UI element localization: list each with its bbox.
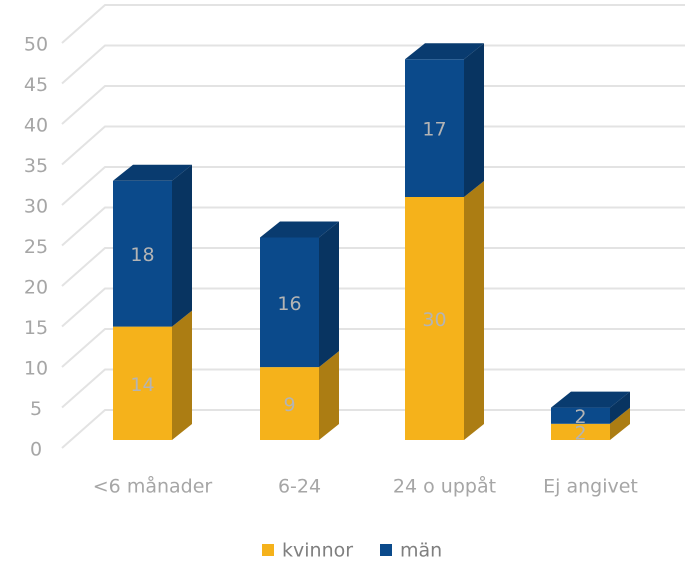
- y-tick-label: 45: [24, 74, 48, 96]
- y-tick-label: 30: [24, 196, 48, 218]
- value-label: 16: [277, 293, 301, 315]
- bar: [405, 197, 464, 440]
- grid-line: [61, 247, 685, 287]
- grid-line: [61, 125, 685, 166]
- bar-side: [319, 351, 339, 440]
- grid-line: [61, 368, 685, 409]
- value-label: 30: [422, 309, 446, 331]
- bar-top: [405, 43, 484, 60]
- bar: [551, 423, 610, 440]
- value-label: 2: [574, 406, 586, 428]
- x-tick-label: 6-24: [278, 476, 321, 498]
- x-tick-label: <6 månader: [93, 475, 213, 498]
- legend-swatch: [380, 544, 392, 556]
- y-tick-label: 35: [24, 155, 48, 177]
- bar: [113, 326, 172, 440]
- grid-line: [61, 287, 685, 328]
- bar-side: [172, 164, 192, 327]
- bar-side: [172, 310, 192, 440]
- value-label: 14: [130, 374, 154, 396]
- y-tick-label: 0: [30, 439, 42, 461]
- y-tick-label: 10: [24, 358, 48, 380]
- bar: [260, 367, 319, 440]
- grid-line: [61, 4, 685, 44]
- y-tick-label: 15: [24, 317, 48, 339]
- y-tick-label: 20: [24, 277, 48, 299]
- legend-text: män: [400, 540, 442, 562]
- grid-line: [61, 409, 685, 449]
- y-tick-label: 5: [30, 398, 42, 420]
- grid-line: [61, 85, 685, 125]
- y-tick-label: 50: [24, 34, 48, 56]
- bar-side: [610, 407, 630, 440]
- legend-text: kvinnor: [282, 540, 353, 562]
- y-tick-label: 25: [24, 236, 48, 258]
- bar: [405, 59, 464, 197]
- bar: [113, 180, 172, 327]
- bar: [551, 407, 610, 424]
- bar-side: [319, 221, 339, 368]
- x-tick-label: 24 o uppåt: [393, 475, 496, 498]
- bar-top: [260, 221, 339, 238]
- grid-line: [61, 328, 685, 368]
- value-label: 17: [422, 119, 446, 141]
- y-tick-label: 40: [24, 115, 48, 137]
- value-label: 9: [283, 394, 295, 416]
- grid-line: [61, 44, 685, 85]
- bar-side: [464, 181, 484, 440]
- bar-side: [464, 43, 484, 197]
- grid-line: [61, 166, 685, 206]
- value-label: 2: [574, 422, 586, 444]
- bar-side: [610, 391, 630, 424]
- x-tick-label: Ej angivet: [543, 476, 638, 498]
- bar-top: [113, 164, 192, 181]
- value-label: 18: [130, 244, 154, 266]
- bar: [260, 237, 319, 368]
- legend-swatch: [262, 544, 274, 556]
- grid-line: [61, 206, 685, 247]
- bar-top: [551, 391, 630, 408]
